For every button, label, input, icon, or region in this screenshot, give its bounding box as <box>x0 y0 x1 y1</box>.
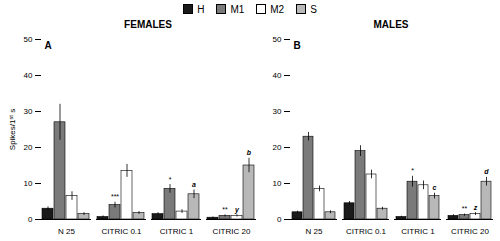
svg-text:N 25: N 25 <box>58 227 75 236</box>
html-text:M2: M2 <box>270 3 285 15</box>
svg-text:40: 40 <box>24 71 33 80</box>
html-text:FEMALES: FEMALES <box>124 19 172 30</box>
svg-text:50: 50 <box>273 35 282 44</box>
svg-text:*: * <box>411 167 414 174</box>
svg-text:z: z <box>473 204 478 211</box>
svg-text:CITRIC 0.1: CITRIC 0.1 <box>346 227 387 236</box>
svg-text:*: * <box>169 176 172 183</box>
svg-text:40: 40 <box>273 71 282 80</box>
svg-text:y: y <box>234 206 240 214</box>
svg-text:**: ** <box>222 206 228 213</box>
svg-text:20: 20 <box>24 143 33 152</box>
svg-text:B: B <box>294 40 301 51</box>
svg-text:N 25: N 25 <box>306 227 323 236</box>
svg-text:***: *** <box>111 193 119 200</box>
svg-text:**: ** <box>462 205 468 212</box>
svg-text:0: 0 <box>28 215 33 224</box>
html-text:M1: M1 <box>230 3 245 15</box>
svg-text:CITRIC 1: CITRIC 1 <box>401 227 435 236</box>
svg-text:10: 10 <box>273 179 282 188</box>
svg-text:b: b <box>247 149 252 156</box>
svg-text:30: 30 <box>24 107 33 116</box>
svg-text:CITRIC 1: CITRIC 1 <box>160 227 194 236</box>
html-text:MALES: MALES <box>373 19 409 30</box>
svg-text:0: 0 <box>277 215 282 224</box>
svg-text:A: A <box>45 40 52 51</box>
svg-text:c: c <box>433 184 437 191</box>
svg-text:50: 50 <box>24 35 33 44</box>
svg-text:a: a <box>192 181 196 188</box>
svg-text:CITRIC 20: CITRIC 20 <box>213 227 251 236</box>
svg-text:CITRIC 0.1: CITRIC 0.1 <box>101 227 142 236</box>
svg-text:d: d <box>484 168 489 175</box>
svg-text:10: 10 <box>24 179 33 188</box>
svg-text:20: 20 <box>273 143 282 152</box>
svg-text:30: 30 <box>273 107 282 116</box>
html-text:S: S <box>310 3 317 15</box>
html-text:H: H <box>197 3 205 15</box>
svg-text:CITRIC 20: CITRIC 20 <box>451 227 489 236</box>
svg-text:Spikes/1ˢᵗ s: Spikes/1ˢᵗ s <box>8 109 17 150</box>
